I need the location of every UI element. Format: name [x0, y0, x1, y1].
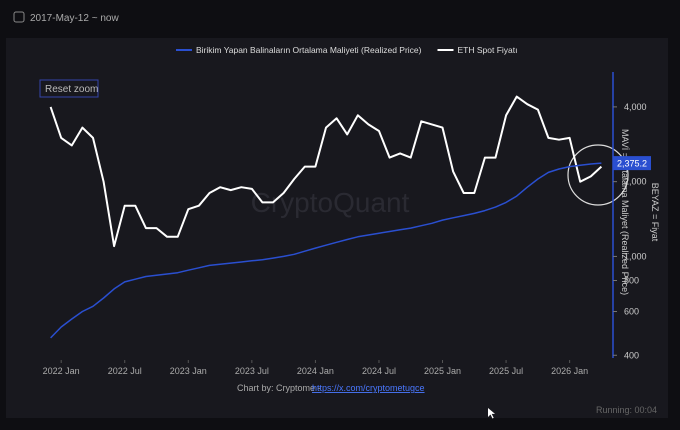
chart-panel — [6, 38, 668, 418]
x-tick-label: 2022 Jan — [43, 366, 80, 376]
date-range[interactable]: 2017-May-12 ~ now — [30, 13, 119, 24]
y-axis-label: MAVİ = Ortalama Maliyet (Realized Price) — [620, 129, 630, 295]
y-tick-label: 400 — [624, 350, 639, 360]
x-tick-label: 2024 Jan — [297, 366, 334, 376]
y-tick-label: 1,000 — [624, 251, 647, 261]
x-tick-label: 2023 Jul — [235, 366, 269, 376]
reset-zoom-label[interactable]: Reset zoom — [45, 84, 98, 95]
x-tick-label: 2023 Jan — [170, 366, 207, 376]
y-tick-label: 2,000 — [624, 177, 647, 187]
status: Running: 00:04 — [596, 405, 657, 415]
y-tick-label: 600 — [624, 307, 639, 317]
series-line — [49, 95, 603, 248]
series-line — [50, 162, 602, 339]
reset-zoom[interactable] — [39, 79, 99, 98]
highlight-circle — [567, 144, 629, 206]
y-axis-label: BEYAZ = Fiyat — [650, 183, 660, 242]
x-tick-label: 2024 Jul — [362, 366, 396, 376]
y-tick-label: 4,000 — [624, 102, 647, 112]
legend-label: ETH Spot Fiyatı — [458, 45, 518, 55]
calendar-icon — [13, 11, 25, 23]
x-tick-label: 2025 Jul — [489, 366, 523, 376]
x-tick-label: 2026 Jan — [551, 366, 588, 376]
current-value-box — [613, 156, 651, 171]
legend-label: Birikim Yapan Balinaların Ortalama Maliy… — [196, 45, 422, 55]
credit: Chart by: Cryptome - — [237, 383, 321, 393]
credit-link[interactable]: https://x.com/cryptometugce — [312, 383, 425, 393]
x-tick-label: 2022 Jul — [108, 366, 142, 376]
current-value-label: 2,375.2 — [617, 159, 647, 169]
watermark: CryptoQuant — [251, 187, 410, 218]
cursor — [488, 408, 495, 419]
y-tick-label: 800 — [624, 275, 639, 285]
x-tick-label: 2025 Jan — [424, 366, 461, 376]
